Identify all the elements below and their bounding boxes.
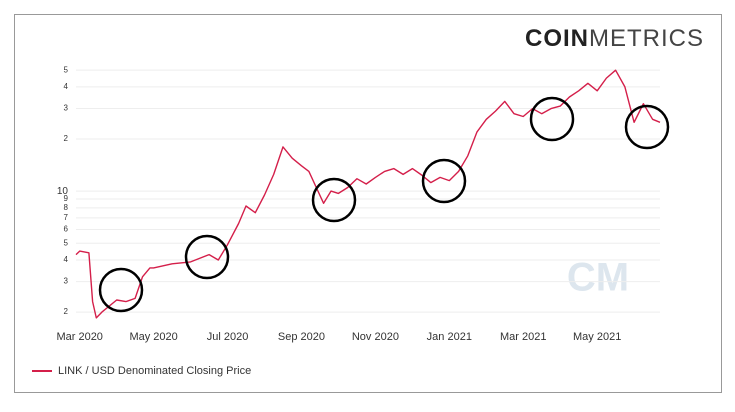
frame	[14, 14, 722, 393]
y-tick-label: 3	[64, 277, 69, 286]
y-tick-label: 5	[64, 65, 69, 74]
y-tick-label: 4	[64, 255, 69, 264]
y-tick-label: 6	[64, 225, 69, 234]
x-tick-label: Jan 2021	[427, 331, 472, 343]
logo-light: METRICS	[589, 25, 704, 52]
y-tick-label: 7	[64, 213, 69, 222]
circle	[421, 158, 467, 204]
circle	[311, 177, 357, 223]
legend-label: LINK / USD Denominated Closing Price	[58, 365, 251, 377]
circle	[529, 96, 575, 142]
x-tick-label: May 2020	[129, 331, 177, 343]
annotation-circles	[98, 96, 670, 313]
circle	[624, 104, 670, 150]
x-tick-label: Sep 2020	[278, 331, 325, 343]
price-line	[75, 69, 661, 319]
y-tick-label: 5	[64, 238, 69, 247]
x-tick-label: May 2021	[573, 331, 621, 343]
logo: COINMETRICS	[525, 25, 704, 52]
y-tick-label: 8	[64, 203, 69, 212]
logo-bold: COIN	[525, 25, 589, 52]
y-tick-label: 10	[57, 186, 69, 197]
watermark: CM	[567, 256, 629, 300]
y-tick-label: 2	[64, 307, 69, 316]
circle	[184, 234, 230, 280]
x-tick-label: Mar 2020	[56, 331, 102, 343]
x-tick-label: Mar 2021	[500, 331, 546, 343]
y-tick-label: 4	[64, 82, 69, 91]
y-tick-label: 2	[64, 134, 69, 143]
y-tick-label: 3	[64, 104, 69, 113]
x-tick-label: Nov 2020	[352, 331, 399, 343]
circle	[98, 267, 144, 313]
x-tick-label: Jul 2020	[207, 331, 249, 343]
y-tick-label: 9	[64, 194, 69, 203]
